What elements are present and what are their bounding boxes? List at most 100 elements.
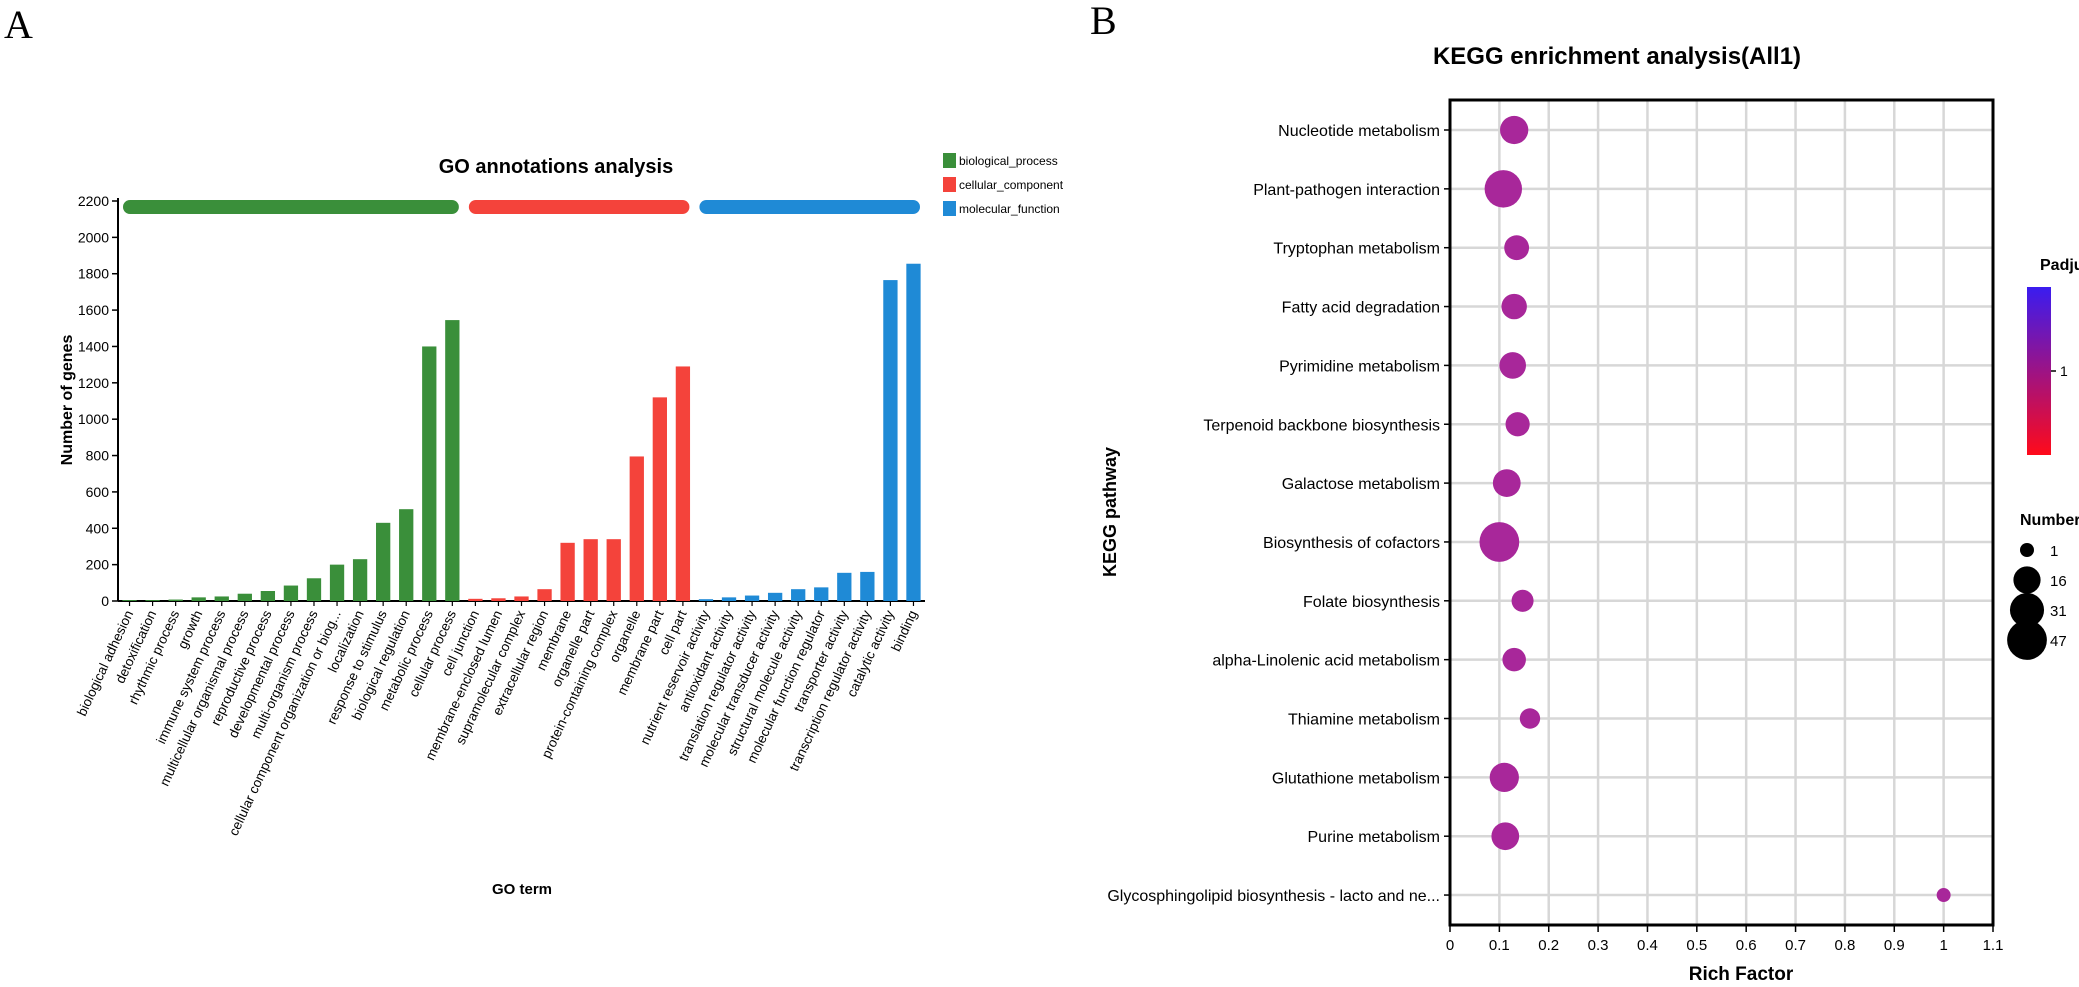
- go-bar: [583, 539, 598, 601]
- kegg-bubble: [1492, 469, 1521, 497]
- kegg-y-tick-label: alpha-Linolenic acid metabolism: [1212, 653, 1440, 670]
- go-bar: [376, 522, 391, 601]
- go-legend-label: cellular_component: [959, 178, 1064, 192]
- go-bar: [767, 592, 783, 601]
- go-legend-swatch: [943, 177, 956, 192]
- kegg-x-tick-label: 0.5: [1686, 937, 1707, 954]
- go-bar: [791, 589, 806, 601]
- kegg-y-tick-label: Glutathione metabolism: [1272, 770, 1440, 787]
- number-legend-dot: [2009, 592, 2045, 628]
- go-group-bracket: [123, 200, 459, 214]
- go-y-tick-label: 1400: [78, 338, 109, 354]
- kegg-y-tick-label: Tryptophan metabolism: [1273, 241, 1440, 258]
- padjust-tick-label: 1: [2060, 363, 2068, 379]
- go-legend-swatch: [943, 153, 956, 168]
- kegg-y-tick-label: Glycosphingolipid biosynthesis - lacto a…: [1107, 888, 1440, 905]
- go-bar: [445, 320, 460, 601]
- kegg-y-tick-label: Pyrimidine metabolism: [1279, 358, 1440, 375]
- go-bar: [560, 542, 575, 601]
- kegg-y-tick-label: Fatty acid degradation: [1282, 300, 1440, 317]
- go-bar: [906, 263, 921, 601]
- kegg-y-tick-label: Thiamine metabolism: [1288, 712, 1440, 729]
- number-legend-label: 16: [2050, 573, 2067, 590]
- padjust-legend-title: Padjust: [2040, 257, 2079, 274]
- go-y-tick-label: 0: [101, 593, 109, 609]
- kegg-y-tick-label: Biosynthesis of cofactors: [1263, 535, 1440, 552]
- go-bar-chart: GO annotations analysis Number of genes …: [59, 153, 1064, 898]
- kegg-bubble: [1500, 115, 1529, 145]
- go-bar: [168, 599, 183, 601]
- go-legend-label: molecular_function: [959, 202, 1060, 216]
- go-bar: [837, 572, 852, 601]
- go-chart-title: GO annotations analysis: [439, 156, 674, 178]
- kegg-bubble: [1502, 647, 1526, 672]
- kegg-bubble: [1499, 352, 1527, 379]
- go-y-tick-label: 1200: [78, 375, 109, 391]
- go-y-tick-label: 400: [86, 520, 110, 536]
- kegg-x-axis-label: Rich Factor: [1689, 964, 1794, 985]
- kegg-bubble: [1511, 589, 1534, 612]
- padjust-colorbar: [2027, 287, 2051, 455]
- go-bar: [514, 596, 529, 601]
- go-bar: [606, 539, 621, 601]
- kegg-bubble: [1519, 708, 1541, 729]
- kegg-x-tick-label: 0.8: [1834, 937, 1855, 954]
- go-bar: [329, 564, 345, 601]
- go-bar: [721, 597, 737, 601]
- go-bar: [399, 509, 414, 601]
- go-bar: [491, 598, 506, 601]
- number-legend-label: 31: [2050, 603, 2067, 620]
- go-bar: [422, 346, 437, 601]
- go-group-bracket: [468, 200, 690, 214]
- kegg-bubble: [1501, 293, 1527, 320]
- number-legend-dot: [2013, 566, 2041, 594]
- panel-label-b: B: [1090, 0, 1117, 43]
- go-bar: [814, 587, 829, 601]
- panel-label-a: A: [4, 2, 33, 47]
- kegg-y-tick-label: Purine metabolism: [1308, 829, 1441, 846]
- go-legend-label: biological_process: [959, 154, 1058, 168]
- number-legend-label: 1: [2050, 543, 2058, 560]
- go-bar: [145, 600, 160, 601]
- go-y-axis-label: Number of genes: [59, 335, 76, 466]
- go-bar: [675, 366, 691, 601]
- number-legend-label: 47: [2050, 633, 2067, 650]
- kegg-bubble: [1479, 522, 1520, 562]
- go-bar: [122, 600, 137, 601]
- kegg-bubble: [1484, 170, 1523, 208]
- go-bar: [652, 397, 667, 601]
- go-bar: [698, 599, 714, 601]
- kegg-x-tick-label: 0.6: [1736, 937, 1757, 954]
- go-legend-swatch: [943, 201, 956, 216]
- go-y-tick-label: 600: [86, 484, 110, 500]
- go-bar: [283, 585, 299, 601]
- kegg-y-tick-label: Plant-pathogen interaction: [1253, 182, 1440, 199]
- go-bar: [468, 598, 483, 601]
- kegg-bubble-chart: KEGG enrichment analysis(All1) KEGG path…: [1100, 43, 2079, 985]
- go-bar: [237, 593, 252, 601]
- go-bar: [214, 596, 229, 601]
- number-legend-dot: [2020, 543, 2034, 557]
- go-y-tick-label: 1800: [78, 266, 109, 282]
- go-bar: [883, 280, 898, 601]
- go-y-tick-label: 1600: [78, 302, 109, 318]
- go-y-tick-label: 800: [86, 448, 110, 464]
- number-legend-title: Number: [2020, 512, 2079, 529]
- go-y-tick-label: 200: [86, 557, 110, 573]
- kegg-plot-frame: [1448, 98, 1995, 927]
- kegg-y-tick-label: Nucleotide metabolism: [1278, 123, 1440, 140]
- go-y-tick-label: 2000: [78, 229, 109, 245]
- kegg-x-tick-label: 0.3: [1588, 937, 1609, 954]
- kegg-bubble: [1491, 822, 1520, 851]
- kegg-x-tick-label: 0.1: [1489, 937, 1510, 954]
- kegg-x-tick-label: 0.2: [1538, 937, 1559, 954]
- go-bar: [260, 591, 276, 601]
- go-bar: [629, 456, 644, 601]
- kegg-x-tick-label: 0.7: [1785, 937, 1806, 954]
- kegg-bubble: [1504, 235, 1530, 261]
- kegg-y-axis-label: KEGG pathway: [1100, 447, 1120, 577]
- kegg-y-tick-label: Terpenoid backbone biosynthesis: [1203, 417, 1440, 434]
- go-bar: [352, 559, 368, 601]
- kegg-x-tick-label: 1.1: [1983, 937, 2004, 954]
